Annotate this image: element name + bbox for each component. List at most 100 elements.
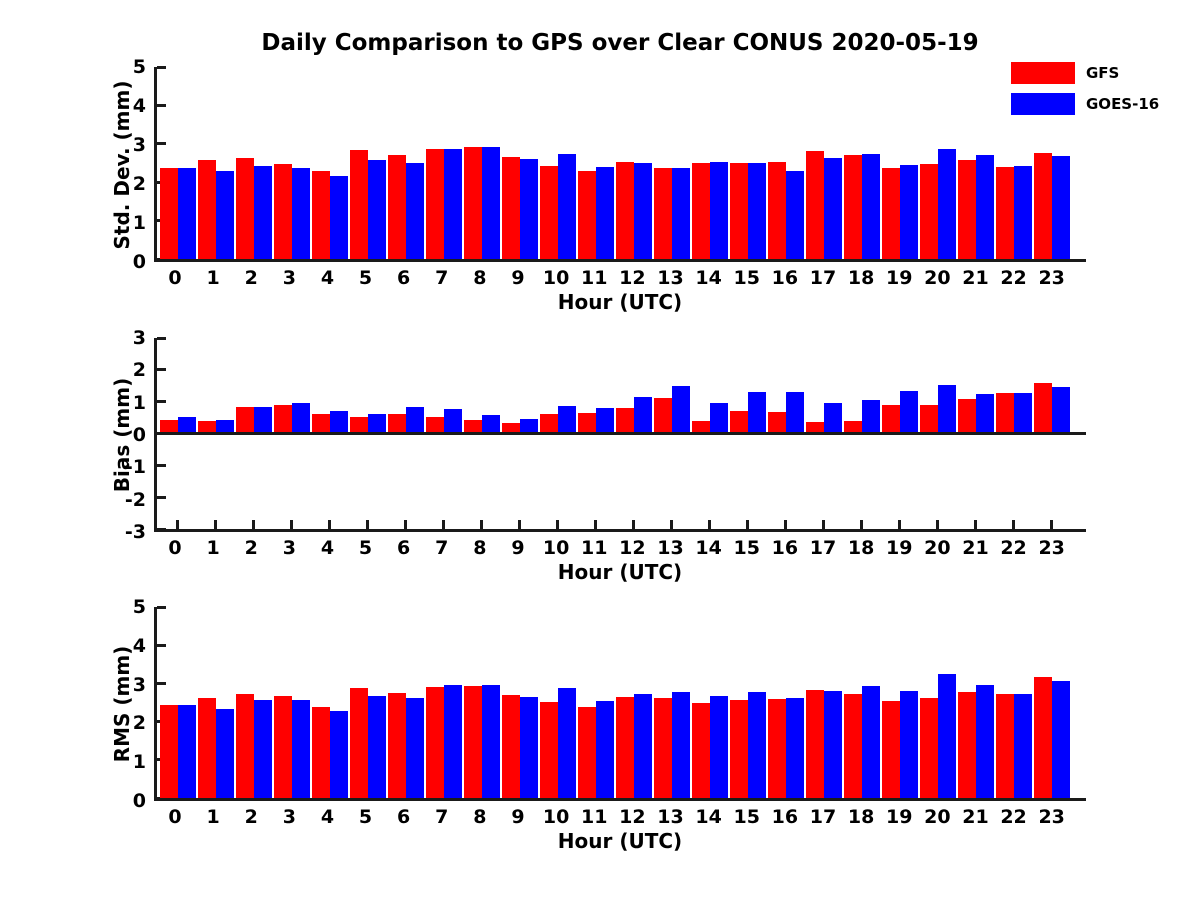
x-tick-label: 11 xyxy=(581,806,608,828)
x-tick-label: 8 xyxy=(473,267,487,289)
x-tick-label: 22 xyxy=(1000,806,1027,828)
bar-goes16-h6 xyxy=(405,163,424,259)
x-tick-label: 6 xyxy=(397,537,411,559)
bar-goes16-h12 xyxy=(633,694,652,798)
bar-gfs-h8 xyxy=(464,146,482,259)
x-tick-label: 19 xyxy=(885,806,913,828)
x-axis-label-stddev: Hour (UTC) xyxy=(557,290,683,314)
legend-swatch-goes16-icon xyxy=(1011,93,1075,115)
bar-gfs-h3 xyxy=(274,404,292,434)
x-tick-label: 21 xyxy=(962,806,989,828)
x-tick xyxy=(898,520,902,529)
x-tick-label: 20 xyxy=(924,537,951,559)
x-tick xyxy=(442,520,446,529)
x-tick xyxy=(860,520,864,529)
x-tick-label: 22 xyxy=(1000,267,1027,289)
x-tick-label: 19 xyxy=(885,267,913,289)
x-tick-label: 7 xyxy=(435,537,449,559)
y-tick-label: -1 xyxy=(124,456,146,479)
bar-gfs-h6 xyxy=(388,155,406,259)
x-tick xyxy=(594,520,598,529)
bar-goes16-h11 xyxy=(595,166,614,259)
bar-goes16-h16 xyxy=(785,170,804,259)
y-tick xyxy=(157,257,166,261)
x-tick-label: 9 xyxy=(511,267,525,289)
y-tick xyxy=(157,681,166,685)
y-tick xyxy=(157,368,166,372)
x-tick xyxy=(252,520,256,529)
x-tick-label: 1 xyxy=(206,537,220,559)
bar-gfs-h4 xyxy=(312,707,330,798)
bar-gfs-h13 xyxy=(654,398,672,434)
bar-gfs-h0 xyxy=(160,167,178,259)
bar-gfs-h8 xyxy=(464,420,482,434)
x-tick-label: 4 xyxy=(320,537,335,559)
bar-gfs-h15 xyxy=(729,410,748,434)
x-tick xyxy=(936,520,940,529)
x-tick-label: 13 xyxy=(657,537,684,559)
bar-gfs-h19 xyxy=(881,168,900,259)
y-tick xyxy=(157,142,166,146)
bar-goes16-h4 xyxy=(329,410,348,434)
bar-goes16-h23 xyxy=(1051,387,1070,434)
bar-goes16-h19 xyxy=(899,164,918,259)
y-tick xyxy=(157,103,166,107)
bar-goes16-h5 xyxy=(367,159,386,259)
bar-goes16-h14 xyxy=(709,162,728,259)
bar-gfs-h1 xyxy=(198,421,216,434)
x-tick-label: 14 xyxy=(695,806,722,828)
bar-goes16-h16 xyxy=(785,392,804,434)
legend-label-gfs: GFS xyxy=(1086,64,1120,82)
xtick-labels-rms: 0 1 2 3 4 5 6 7 8 9 10 11 12 13 14 15 16 17 18 19 20 21 22 23 xyxy=(154,808,1086,832)
x-tick-label: 3 xyxy=(282,537,296,559)
bar-gfs-h16 xyxy=(767,161,786,259)
x-tick-label: 22 xyxy=(1000,537,1027,559)
x-tick xyxy=(1050,520,1054,529)
bar-goes16-h19 xyxy=(899,690,918,798)
y-tick-label: 0 xyxy=(132,424,146,446)
bar-goes16-h9 xyxy=(519,158,538,259)
bar-gfs-h23 xyxy=(1033,676,1052,798)
y-tick-label: 5 xyxy=(132,596,146,618)
x-tick xyxy=(784,520,788,529)
bar-gfs-h12 xyxy=(616,697,634,798)
bar-goes16-h22 xyxy=(1013,166,1032,259)
bar-goes16-h8 xyxy=(481,684,500,798)
x-tick-label: 20 xyxy=(924,267,951,289)
x-tick xyxy=(974,520,978,529)
x-tick-label: 23 xyxy=(1038,806,1065,828)
bar-gfs-h5 xyxy=(350,687,368,798)
x-tick-label: 4 xyxy=(320,806,335,828)
legend-label-goes16: GOES-16 xyxy=(1086,95,1160,113)
y-tick-label: 0 xyxy=(132,790,146,812)
x-tick-label: 12 xyxy=(619,806,646,828)
bar-goes16-h21 xyxy=(975,394,994,434)
y-tick-label: 1 xyxy=(132,212,146,234)
x-tick-label: 0 xyxy=(168,806,182,828)
x-tick-label: 13 xyxy=(657,806,684,828)
zero-baseline xyxy=(157,432,1086,435)
bar-goes16-h13 xyxy=(671,692,690,798)
x-tick xyxy=(518,520,522,529)
y-tick-label: 1 xyxy=(132,751,146,774)
x-tick-label: 17 xyxy=(809,806,837,828)
bar-goes16-h0 xyxy=(177,416,196,434)
bar-goes16-h18 xyxy=(861,153,880,259)
x-tick xyxy=(556,520,560,529)
bar-gfs-h9 xyxy=(502,423,520,434)
y-tick xyxy=(157,796,166,800)
x-tick-label: 15 xyxy=(733,267,760,289)
bar-gfs-h16 xyxy=(767,412,786,434)
x-tick xyxy=(822,520,826,529)
y-tick-label: 5 xyxy=(132,56,146,78)
bar-gfs-h17 xyxy=(805,422,824,434)
bar-goes16-h22 xyxy=(1013,393,1032,434)
x-tick-label: 2 xyxy=(244,267,258,289)
x-tick-label: 16 xyxy=(771,267,799,289)
subplot-bias: Bias (mm) 0 1 2 3 4 5 6 7 8 9 10 11 12 13 14 15 16 17 18 19… xyxy=(0,329,1200,594)
y-tick-label: 3 xyxy=(132,327,146,349)
x-tick xyxy=(290,520,294,529)
x-tick-label: 23 xyxy=(1038,267,1065,289)
bar-goes16-h8 xyxy=(481,146,500,259)
bar-gfs-h7 xyxy=(426,148,444,259)
